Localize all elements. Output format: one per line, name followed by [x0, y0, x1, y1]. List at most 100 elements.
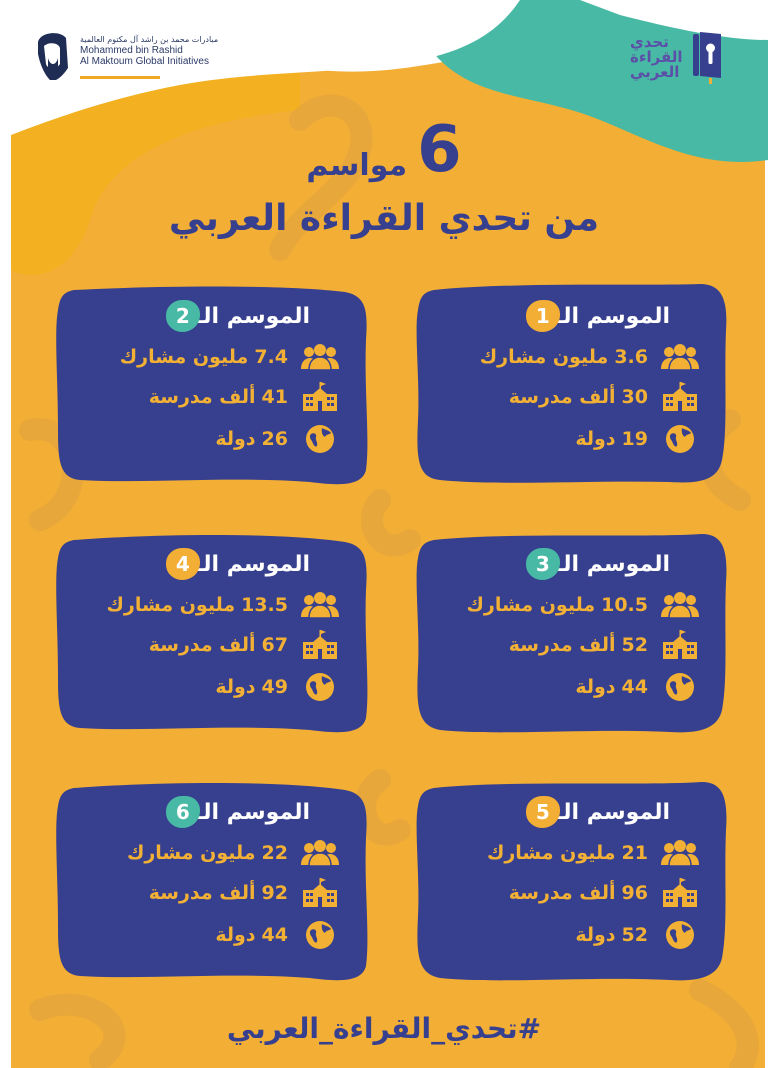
- participants-label: مليون مشارك: [486, 842, 616, 864]
- book-keyhole-icon: [692, 32, 721, 84]
- logo-english-line2: Al Maktoum Global Initiatives: [80, 56, 209, 67]
- logo-line1: تحدي: [630, 32, 669, 51]
- participants-value: 10.5: [601, 594, 648, 616]
- season-number-badge: 6: [165, 796, 200, 828]
- season-card-6: الموسم الـ 6 22مليون مشارك 92ألف مدرسة: [50, 776, 380, 986]
- arab-reading-challenge-logo: تحدي القراءة العربي: [630, 28, 723, 86]
- title-word: مواسم: [306, 147, 408, 183]
- participants-row: 21مليون مشارك: [487, 838, 700, 868]
- card-background: [56, 783, 368, 981]
- schools-row: 67ألف مدرسة: [149, 630, 340, 660]
- schools-label: ألف مدرسة: [148, 634, 256, 656]
- globe-icon: [300, 672, 340, 702]
- schools-value: 41: [261, 386, 288, 408]
- schools-value: 52: [621, 634, 648, 656]
- card-background: [416, 534, 727, 733]
- title-number: 6: [417, 113, 462, 187]
- logo-line2: القراءة: [630, 47, 683, 66]
- season-label: الموسم الـ: [195, 799, 310, 825]
- globe-icon: [660, 920, 700, 950]
- school-building-icon: [300, 382, 340, 412]
- schools-row: 96ألف مدرسة: [509, 878, 700, 908]
- schools-row: 52ألف مدرسة: [509, 630, 700, 660]
- countries-label: دولة: [575, 428, 616, 450]
- people-group-icon: [300, 590, 340, 620]
- people-group-icon: [660, 590, 700, 620]
- school-building-icon: [660, 382, 700, 412]
- countries-label: دولة: [215, 924, 256, 946]
- schools-row: 41ألف مدرسة: [149, 382, 340, 412]
- logo-arabic-text: مبادرات محمد بن راشد آل مكتوم العالمية: [80, 35, 219, 44]
- logo-underline: [80, 76, 160, 79]
- participants-value: 13.5: [241, 594, 288, 616]
- countries-value: 52: [621, 924, 648, 946]
- portrait-logo-icon: [38, 33, 68, 80]
- participants-label: مليون مشارك: [126, 842, 256, 864]
- countries-value: 19: [621, 428, 648, 450]
- people-group-icon: [300, 838, 340, 868]
- card-background: [416, 284, 727, 483]
- schools-value: 67: [261, 634, 288, 656]
- hashtag-link[interactable]: #تحدي_القراءة_العربي: [226, 1012, 542, 1045]
- countries-value: 49: [261, 676, 288, 698]
- logo-line3: العربي: [630, 62, 680, 81]
- globe-icon: [300, 920, 340, 950]
- season-number-badge: 5: [525, 796, 560, 828]
- season-heading: الموسم الـ 5: [525, 796, 670, 828]
- people-group-icon: [660, 838, 700, 868]
- season-label: الموسم الـ: [555, 799, 670, 825]
- season-label: الموسم الـ: [195, 551, 310, 577]
- countries-row: 44دولة: [575, 672, 700, 702]
- countries-value: 44: [261, 924, 288, 946]
- logo-english-line1: Mohammed bin Rashid: [80, 45, 183, 56]
- participants-value: 7.4: [254, 346, 288, 368]
- schools-label: ألف مدرسة: [148, 882, 256, 904]
- schools-label: ألف مدرسة: [148, 386, 256, 408]
- schools-value: 30: [621, 386, 648, 408]
- people-group-icon: [660, 342, 700, 372]
- season-card-4: الموسم الـ 4 13.5مليون مشارك 67ألف مدرسة: [50, 528, 380, 738]
- mbr-global-initiatives-logo: مبادرات محمد بن راشد آل مكتوم العالمية M…: [30, 28, 218, 82]
- participants-row: 7.4مليون مشارك: [120, 342, 340, 372]
- countries-value: 44: [621, 676, 648, 698]
- countries-value: 26: [261, 428, 288, 450]
- season-heading: الموسم الـ 4: [165, 548, 310, 580]
- season-heading: الموسم الـ 6: [165, 796, 310, 828]
- countries-row: 26دولة: [215, 424, 340, 454]
- schools-label: ألف مدرسة: [508, 634, 616, 656]
- schools-row: 30ألف مدرسة: [509, 382, 700, 412]
- season-card-5: الموسم الـ 5 21مليون مشارك 96ألف مدرسة: [410, 776, 740, 986]
- school-building-icon: [660, 630, 700, 660]
- season-number-badge: 4: [165, 548, 200, 580]
- card-background: [56, 286, 368, 485]
- participants-row: 22مليون مشارك: [127, 838, 340, 868]
- countries-row: 44دولة: [215, 920, 340, 950]
- participants-label: مليون مشارك: [119, 346, 249, 368]
- schools-value: 96: [621, 882, 648, 904]
- globe-icon: [660, 424, 700, 454]
- countries-label: دولة: [575, 676, 616, 698]
- school-building-icon: [300, 630, 340, 660]
- schools-value: 92: [261, 882, 288, 904]
- page-title: 6 مواسم من تحدي القراءة العربي: [0, 110, 768, 239]
- countries-row: 49دولة: [215, 672, 340, 702]
- participants-label: مليون مشارك: [479, 346, 609, 368]
- schools-label: ألف مدرسة: [508, 882, 616, 904]
- participants-row: 3.6مليون مشارك: [480, 342, 700, 372]
- season-card-3: الموسم الـ 3 10.5مليون مشارك 52ألف مدرسة: [410, 528, 740, 738]
- season-label: الموسم الـ: [555, 303, 670, 329]
- participants-value: 22: [261, 842, 288, 864]
- season-number-badge: 3: [525, 548, 560, 580]
- season-card-1: الموسم الـ 1 3.6مليون مشارك 30ألف مدرسة: [410, 280, 740, 490]
- season-card-2: الموسم الـ 2 7.4مليون مشارك 41ألف مدرسة: [50, 280, 380, 490]
- globe-icon: [660, 672, 700, 702]
- countries-row: 19دولة: [575, 424, 700, 454]
- people-group-icon: [300, 342, 340, 372]
- school-building-icon: [660, 878, 700, 908]
- season-heading: الموسم الـ 1: [525, 300, 670, 332]
- schools-label: ألف مدرسة: [508, 386, 616, 408]
- school-building-icon: [300, 878, 340, 908]
- participants-label: مليون مشارك: [106, 594, 236, 616]
- participants-value: 3.6: [614, 346, 648, 368]
